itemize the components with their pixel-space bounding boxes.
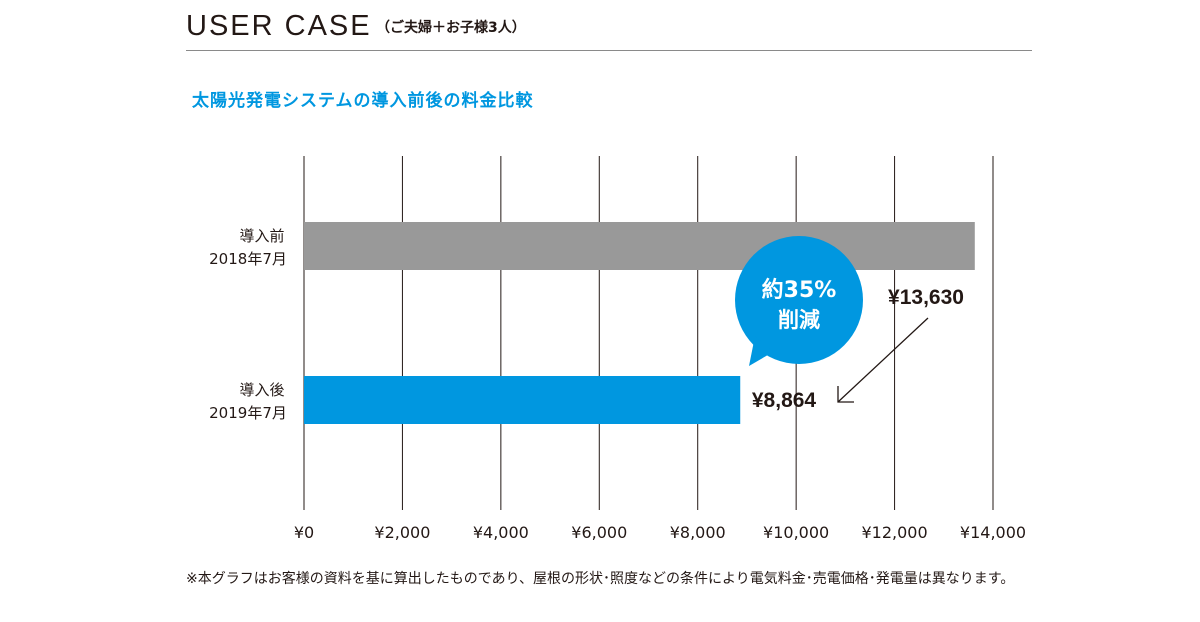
- x-tick-label: ¥12,000: [861, 523, 927, 542]
- x-tick-label: ¥0: [294, 523, 314, 542]
- x-tick-label: ¥10,000: [763, 523, 829, 542]
- value-label: ¥8,864: [752, 389, 817, 412]
- x-tick-label: ¥4,000: [473, 523, 529, 542]
- footnote: ※本グラフはお客様の資料を基に算出したものであり、屋根の形状･照度などの条件によ…: [186, 571, 1015, 587]
- category-label: 2018年7月: [209, 250, 287, 268]
- reduction-callout: 約35% 削減: [735, 236, 863, 366]
- x-tick-label: ¥6,000: [571, 523, 627, 542]
- callout-percent: 約35%: [761, 278, 837, 303]
- bar: [304, 222, 975, 270]
- x-tick-label: ¥14,000: [960, 523, 1026, 542]
- arrow-line: [837, 317, 929, 403]
- x-tick-label: ¥8,000: [670, 523, 726, 542]
- callout-bubble: [735, 236, 863, 366]
- category-label: 2019年7月: [209, 404, 287, 422]
- x-tick-label: ¥2,000: [374, 523, 430, 542]
- category-label: 導入後: [239, 381, 284, 399]
- header-subtitle: （ご夫婦＋お子様3人）: [376, 20, 526, 36]
- bar: [304, 376, 741, 424]
- value-label: ¥13,630: [888, 286, 964, 309]
- chart-title: 太陽光発電システムの導入前後の料金比較: [192, 91, 534, 111]
- category-label: 導入前: [239, 227, 284, 245]
- arrow-head: [837, 386, 854, 403]
- callout-text: 削減: [778, 308, 820, 332]
- header-title: USER CASE: [186, 10, 372, 42]
- header: USER CASE （ご夫婦＋お子様3人）: [186, 6, 1032, 51]
